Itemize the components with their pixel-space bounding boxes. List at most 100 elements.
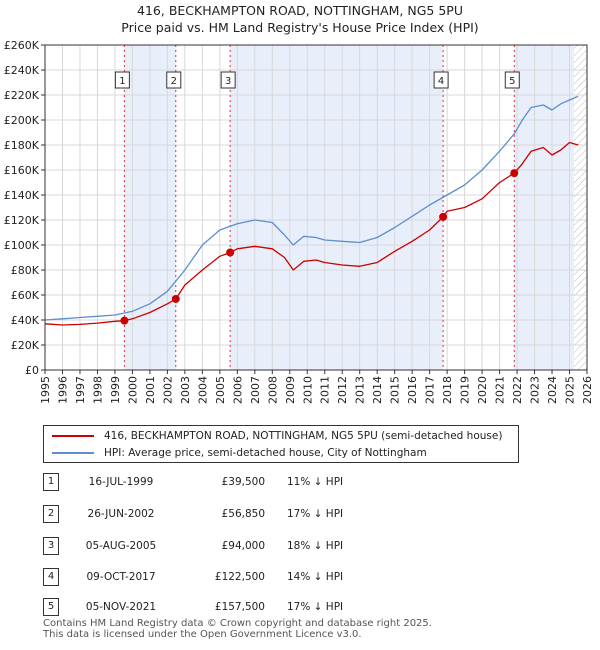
x-tick-label: 2004 bbox=[196, 376, 209, 404]
y-tick-label: £180K bbox=[4, 139, 40, 152]
legend-swatch-hpi bbox=[52, 452, 94, 454]
x-tick-label: 2008 bbox=[266, 376, 279, 404]
sale-point bbox=[171, 294, 180, 303]
y-tick-label: £260K bbox=[4, 39, 40, 52]
x-tick-label: 2011 bbox=[319, 376, 332, 404]
sale-hpi-diff: 18% ↓ HPI bbox=[287, 540, 344, 552]
shaded-ownership-period bbox=[514, 45, 574, 370]
sale-badge-label: 2 bbox=[171, 76, 177, 87]
sale-row: 5 05-NOV-2021 £157,500 17% ↓ HPI bbox=[43, 598, 563, 616]
sale-row: 3 05-AUG-2005 £94,000 18% ↓ HPI bbox=[43, 537, 563, 555]
sale-date: 26-JUN-2002 bbox=[87, 508, 155, 520]
sale-badge bbox=[433, 71, 449, 89]
x-tick-label: 2006 bbox=[231, 376, 244, 404]
legend-item-price: 416, BECKHAMPTON ROAD, NOTTINGHAM, NG5 5… bbox=[52, 428, 502, 444]
price-paid-line bbox=[44, 141, 579, 326]
sale-number-badge: 3 bbox=[43, 537, 59, 555]
x-tick-label: 2023 bbox=[529, 376, 542, 404]
sale-price: £122,500 bbox=[214, 571, 265, 583]
y-tick-label: £200K bbox=[4, 114, 40, 127]
sale-row: 2 26-JUN-2002 £56,850 17% ↓ HPI bbox=[43, 505, 563, 523]
sale-date: 09-OCT-2017 bbox=[86, 571, 156, 583]
sale-number-badge: 2 bbox=[43, 505, 59, 523]
x-tick-label: 2017 bbox=[424, 376, 437, 404]
sale-row: 4 09-OCT-2017 £122,500 14% ↓ HPI bbox=[43, 568, 563, 586]
sale-number-badge: 5 bbox=[43, 598, 59, 616]
sale-hpi-diff: 11% ↓ HPI bbox=[287, 476, 344, 488]
legend-item-hpi: HPI: Average price, semi-detached house,… bbox=[52, 445, 427, 461]
x-tick-label: 2009 bbox=[284, 376, 297, 404]
y-tick-label: £80K bbox=[11, 264, 40, 277]
sale-point bbox=[120, 316, 129, 325]
footer-attribution: Contains HM Land Registry data © Crown c… bbox=[43, 618, 432, 640]
sale-badge-label: 4 bbox=[438, 76, 444, 87]
sale-badge bbox=[114, 71, 130, 89]
y-tick-label: £40K bbox=[11, 314, 40, 327]
legend-swatch-price bbox=[52, 435, 94, 437]
x-tick-label: 2010 bbox=[301, 376, 314, 404]
sale-badge-label: 3 bbox=[225, 76, 231, 87]
sale-point bbox=[226, 248, 235, 257]
x-tick-label: 2020 bbox=[476, 376, 489, 404]
sale-hpi-diff: 17% ↓ HPI bbox=[287, 601, 344, 613]
sale-price: £56,850 bbox=[221, 508, 265, 520]
legend-label-price: 416, BECKHAMPTON ROAD, NOTTINGHAM, NG5 5… bbox=[104, 430, 503, 442]
shaded-ownership-period bbox=[230, 45, 444, 370]
plot-frame bbox=[44, 44, 588, 371]
x-tick-label: 2026 bbox=[581, 376, 594, 404]
x-tick-label: 2014 bbox=[371, 376, 384, 404]
price-chart: 1 2 3 4 5 £0 £20K £40K £60K £80K £100K £120K £140K £… bbox=[4, 39, 594, 404]
sale-date: 16-JUL-1999 bbox=[88, 476, 154, 488]
x-tick-label: 2007 bbox=[249, 376, 262, 404]
x-tick-label: 2018 bbox=[441, 376, 454, 404]
x-tick-label: 2005 bbox=[214, 376, 227, 404]
sale-price: £39,500 bbox=[221, 476, 265, 488]
x-tick-label: 2025 bbox=[564, 376, 577, 404]
sale-badge-label: 5 bbox=[509, 76, 515, 87]
x-tick-label: 2000 bbox=[126, 376, 139, 404]
y-tick-label: £240K bbox=[4, 64, 40, 77]
x-tick-label: 2001 bbox=[144, 376, 157, 404]
footer-line-2: This data is licensed under the Open Gov… bbox=[43, 629, 362, 640]
sale-price: £94,000 bbox=[221, 540, 265, 552]
x-tick-label: 2016 bbox=[406, 376, 419, 404]
sale-badge bbox=[166, 71, 182, 89]
forecast-hatch-area bbox=[573, 45, 587, 370]
sale-badge-label: 1 bbox=[119, 76, 125, 87]
y-tick-label: £160K bbox=[4, 164, 40, 177]
x-tick-label: 2019 bbox=[459, 376, 472, 404]
x-tick-label: 2022 bbox=[511, 376, 524, 404]
y-tick-label: £0 bbox=[25, 364, 39, 377]
x-tick-label: 2024 bbox=[546, 376, 559, 404]
chart-subtitle: Price paid vs. HM Land Registry's House … bbox=[121, 20, 479, 35]
x-tick-label: 2013 bbox=[354, 376, 367, 404]
x-tick-label: 2002 bbox=[161, 376, 174, 404]
sale-date: 05-AUG-2005 bbox=[85, 540, 157, 552]
x-tick-label: 2012 bbox=[336, 376, 349, 404]
sale-price: £157,500 bbox=[214, 601, 265, 613]
sale-number-badge: 4 bbox=[43, 568, 59, 586]
chart-title: 416, BECKHAMPTON ROAD, NOTTINGHAM, NG5 5… bbox=[137, 3, 463, 18]
x-tick-label: 1995 bbox=[39, 376, 52, 404]
y-tick-label: £220K bbox=[4, 89, 40, 102]
y-tick-label: £20K bbox=[11, 339, 40, 352]
x-tick-label: 1998 bbox=[91, 376, 104, 404]
legend-label-hpi: HPI: Average price, semi-detached house,… bbox=[104, 447, 427, 459]
x-tick-label: 1999 bbox=[109, 376, 122, 404]
y-tick-label: £140K bbox=[4, 189, 40, 202]
sale-number-badge: 1 bbox=[43, 473, 59, 491]
footer-line-1: Contains HM Land Registry data © Crown c… bbox=[43, 618, 432, 629]
y-tick-label: £100K bbox=[4, 239, 40, 252]
sale-date: 05-NOV-2021 bbox=[85, 601, 157, 613]
x-tick-label: 1996 bbox=[56, 376, 69, 404]
sale-point bbox=[439, 212, 448, 221]
sale-badge bbox=[504, 71, 520, 89]
y-tick-label: £60K bbox=[11, 289, 40, 302]
sale-hpi-diff: 17% ↓ HPI bbox=[287, 508, 344, 520]
x-tick-label: 1997 bbox=[74, 376, 87, 404]
y-tick-label: £120K bbox=[4, 214, 40, 227]
sale-row: 1 16-JUL-1999 £39,500 11% ↓ HPI bbox=[43, 473, 563, 491]
x-tick-label: 2015 bbox=[389, 376, 402, 404]
sale-point bbox=[510, 169, 519, 178]
sale-badge bbox=[220, 71, 236, 89]
